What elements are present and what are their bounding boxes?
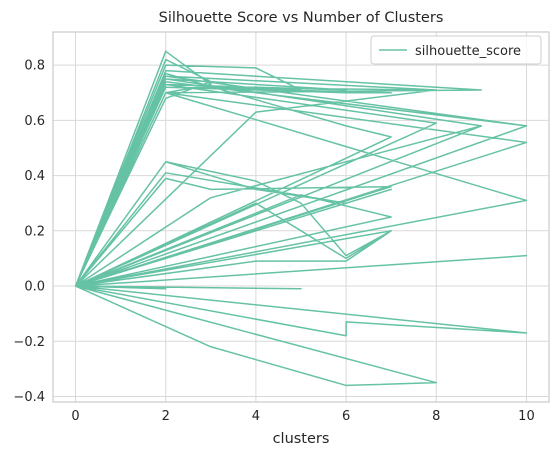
axes-frame [52,31,550,403]
y-tick-label: 0.2 [24,224,45,239]
series-lines [74,50,528,387]
y-tick-label: 0.4 [24,169,45,184]
x-tick-label: 2 [162,409,170,424]
legend-box [370,35,542,65]
y-tick-label: −0.2 [13,335,45,350]
y-tick-label: 0.6 [24,114,45,129]
x-tick-label: 4 [252,409,260,424]
legend-label-silhouette-score: silhouette_score [415,44,521,59]
y-tick-label: 0.8 [24,59,45,74]
y-tick-labels: −0.4 −0.2 0.0 0.2 0.4 0.6 0.8 [13,59,45,405]
x-tick-labels: 0 2 4 6 8 10 [71,409,534,424]
x-tick-label: 8 [432,409,440,424]
x-axis-title: clusters [273,431,330,447]
axes-spines [52,31,550,403]
y-tick-label: −0.4 [13,390,45,405]
series-line-silhouette-score [74,50,528,387]
x-tick-label: 6 [342,409,350,424]
x-tick-label: 0 [71,409,79,424]
y-tick-label: 0.0 [24,280,45,295]
chart-title: Silhouette Score vs Number of Clusters [159,10,444,26]
x-tick-label: 10 [518,409,535,424]
legend: silhouette_score [370,35,542,65]
